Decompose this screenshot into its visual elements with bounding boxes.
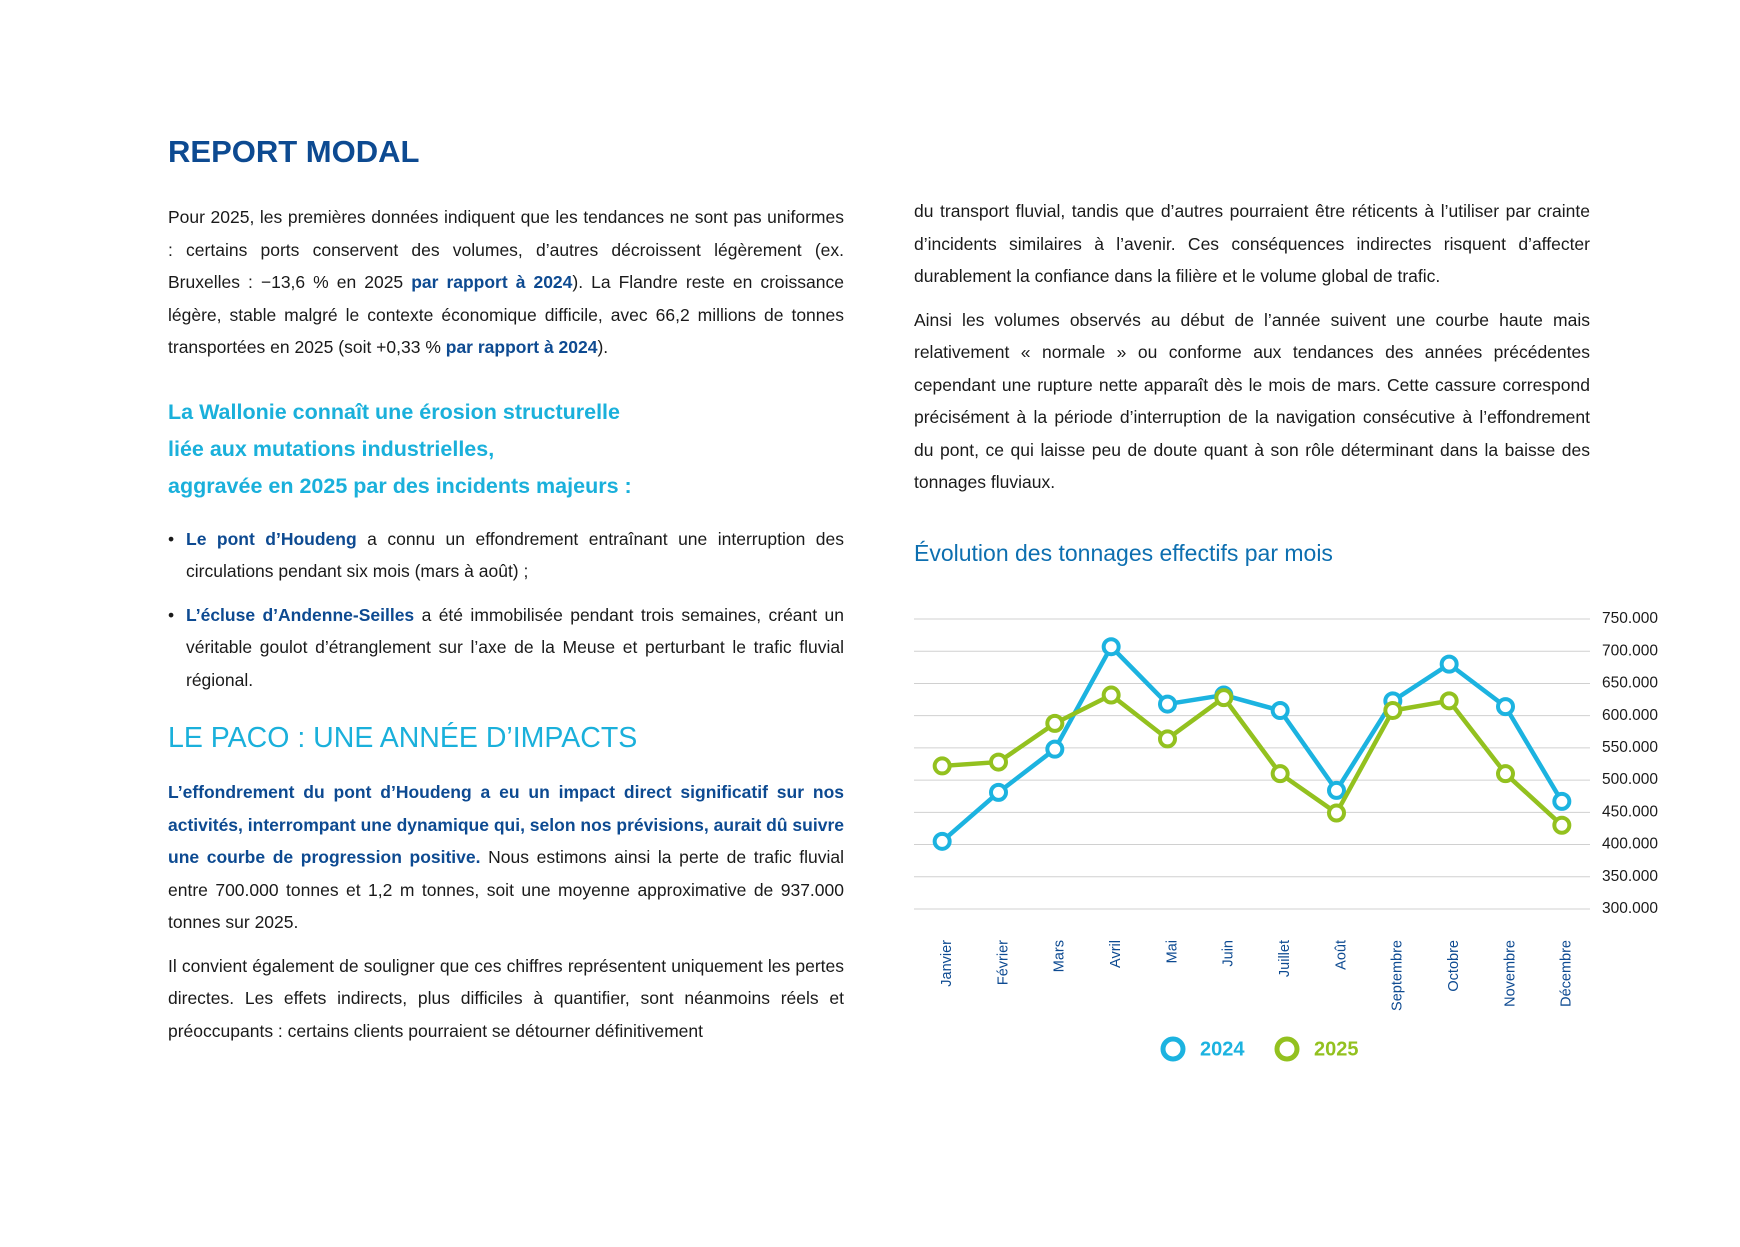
point-marker: [1158, 729, 1177, 749]
point-marker: [1327, 780, 1346, 800]
y-tick-label: 400.000: [1602, 836, 1658, 853]
section-title: LE PACO : UNE ANNÉE D’IMPACTS: [168, 722, 638, 754]
legend-marker: [1160, 1036, 1186, 1062]
point-marker: [1101, 685, 1121, 705]
y-tick-label: 600.000: [1602, 707, 1658, 724]
text: ).: [597, 337, 609, 357]
emphasis: L’effondrement du pont d’Houdeng a eu un…: [168, 782, 844, 867]
emphasis: Le pont d’Houdeng: [186, 528, 357, 549]
x-tick-label: Novembre: [1502, 940, 1518, 1007]
text: ). La Flandre reste en croissance légère…: [168, 272, 844, 357]
point-marker: [1045, 739, 1065, 759]
point-marker: [989, 782, 1008, 802]
point-marker: [1101, 637, 1121, 657]
point-marker: [1383, 701, 1403, 721]
text: a été immobilisée pendant trois semaines…: [186, 604, 844, 690]
y-tick-label: 700.000: [1602, 642, 1658, 659]
series-line: [940, 644, 1564, 844]
paragraph: Il convient également de souligner que c…: [168, 955, 844, 1041]
x-tick-label: Février: [995, 940, 1011, 985]
point-marker: [1214, 688, 1234, 708]
x-tick-label: Avril: [1108, 940, 1124, 968]
paragraph: L’effondrement du pont d’Houdeng a eu un…: [168, 776, 844, 939]
point-marker: [1552, 815, 1572, 835]
subtitle-line: liée aux mutations industrielles,: [168, 436, 495, 461]
bullet-list: Le pont d’Houdeng a connu un effondremen…: [168, 523, 844, 697]
legend-marker: [1274, 1036, 1300, 1062]
y-tick-label: 550.000: [1602, 739, 1658, 756]
paragraph: du transport fluvial, tandis que d’autre…: [914, 201, 1590, 286]
point-marker: [989, 752, 1008, 772]
bullet: Le pont d’Houdeng a connu un effondremen…: [168, 523, 845, 588]
x-tick-label: Décembre: [1559, 940, 1575, 1007]
subtitle: La Wallonie connaît une érosion structur…: [168, 394, 844, 505]
y-tick-label: 750.000: [1602, 610, 1658, 627]
point-marker: [1496, 764, 1515, 784]
page-title: REPORT MODAL: [168, 134, 420, 169]
point-marker: [1270, 701, 1290, 721]
left-column: REPORT MODAL Pour 2025, les premières do…: [168, 132, 844, 1058]
legend-label: 2025: [1314, 1038, 1359, 1060]
emphasis: par rapport à 2024: [445, 337, 598, 357]
subtitle-line: La Wallonie connaît une érosion structur…: [168, 399, 620, 424]
paragraph: Pour 2025, les premières données indique…: [168, 201, 844, 364]
point-marker: [1270, 764, 1290, 784]
point-marker: [1439, 654, 1459, 674]
x-tick-label: Août: [1333, 940, 1349, 970]
point-marker: [1158, 694, 1177, 714]
x-tick-label: Mai: [1164, 940, 1180, 963]
x-tick-label: Juin: [1221, 940, 1237, 967]
point-marker: [1552, 791, 1572, 811]
text: a connu un effondrement entraînant une i…: [186, 528, 845, 582]
point-marker: [932, 831, 952, 851]
paragraph: Ainsi les volumes observés au début de l…: [914, 309, 1590, 493]
point-marker: [1439, 691, 1459, 711]
series-line: [942, 692, 1564, 827]
point-marker: [932, 756, 952, 776]
emphasis: par rapport à 2024: [411, 272, 573, 292]
y-tick-label: 500.000: [1602, 771, 1658, 788]
point-marker: [1045, 713, 1065, 733]
x-tick-label: Juillet: [1277, 940, 1293, 977]
text: Pour 2025, les premières données indique…: [168, 207, 844, 292]
y-tick-label: 450.000: [1602, 803, 1658, 820]
point-marker: [1327, 803, 1346, 823]
y-tick-label: 300.000: [1602, 900, 1658, 917]
right-column: du transport fluvial, tandis que d’autre…: [914, 195, 1590, 510]
x-tick-label: Mars: [1052, 940, 1068, 972]
emphasis: L’écluse d’Andenne-Seilles: [186, 604, 415, 625]
x-tick-label: Janvier: [939, 940, 955, 987]
x-tick-label: Septembre: [1390, 940, 1406, 1011]
x-tick-label: Octobre: [1446, 940, 1462, 992]
bullet: L’écluse d’Andenne-Seilles a été immobil…: [168, 599, 844, 697]
point-marker: [1496, 697, 1515, 717]
subtitle-line: aggravée en 2025 par des incidents majeu…: [168, 473, 632, 498]
legend-label: 2024: [1200, 1038, 1245, 1060]
text: Nous estimons ainsi la perte de trafic f…: [168, 847, 844, 932]
y-tick-label: 650.000: [1602, 675, 1658, 692]
y-tick-label: 350.000: [1602, 868, 1658, 885]
chart-title: Évolution des tonnages effectifs par moi…: [914, 540, 1333, 566]
